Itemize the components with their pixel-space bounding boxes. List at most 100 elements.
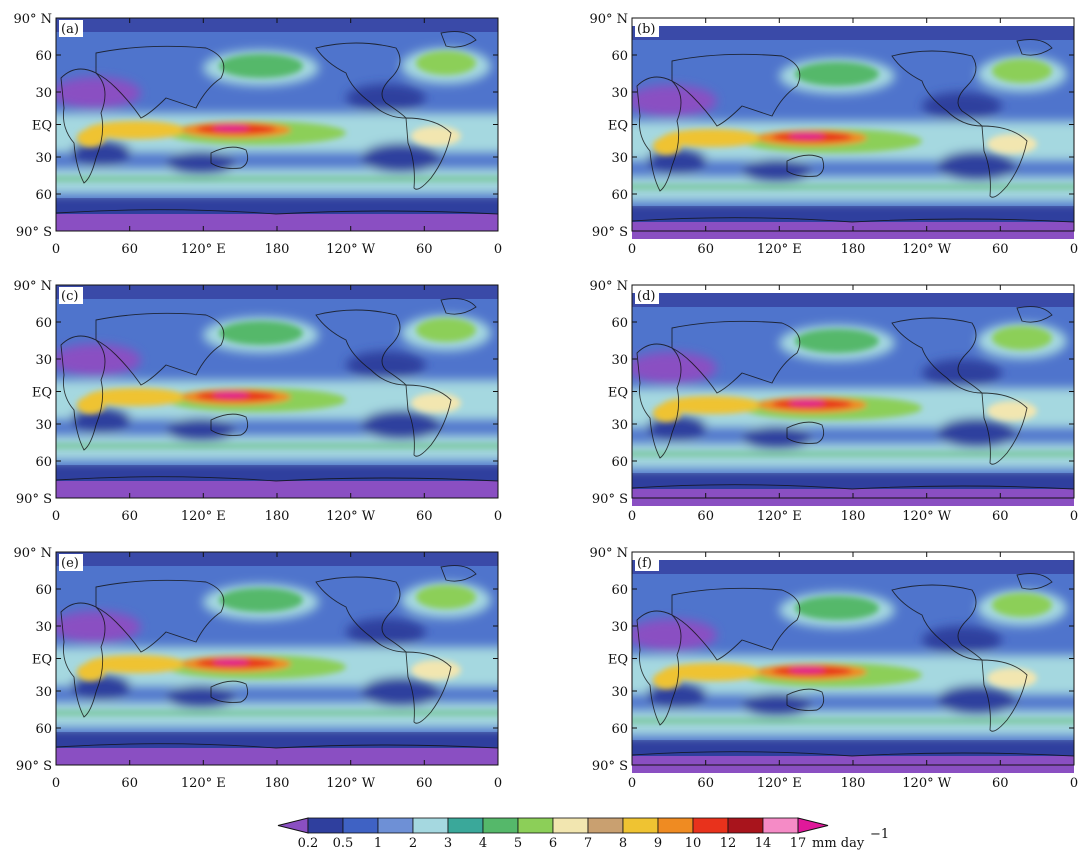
colorbar-segment: [552, 817, 589, 834]
precipitation-field: [56, 285, 498, 498]
lat-tick-label: 30: [611, 353, 628, 368]
colorbar-level-label: 6: [549, 836, 557, 851]
precipitation-field: [56, 18, 498, 231]
lon-tick-label: 60: [121, 242, 138, 257]
lon-tick-label: 120° E: [757, 509, 802, 524]
lat-tick-label: 60: [611, 583, 628, 598]
lat-tick-label: 30: [35, 151, 52, 166]
colorbar-level-label: 9: [654, 836, 662, 851]
lat-tick-label: 90° N: [13, 12, 52, 27]
lon-tick-label: 180: [841, 242, 866, 257]
colorbar-high-arrow: [797, 817, 829, 834]
colorbar-segment: [447, 817, 484, 834]
lat-tick-label: 30: [611, 151, 628, 166]
panel-label-box: [635, 20, 659, 37]
lat-tick-label: EQ: [608, 386, 628, 401]
lat-tick-label: 30: [35, 685, 52, 700]
lat-tick-label: 30: [611, 418, 628, 433]
lat-tick-label: 60: [35, 583, 52, 598]
lat-tick-label: 90° S: [16, 759, 52, 774]
lat-tick-label: 90° N: [589, 546, 628, 561]
lat-tick-label: 90° N: [13, 279, 52, 294]
lon-tick-label: 180: [265, 776, 290, 791]
lon-tick-label: 60: [416, 242, 433, 257]
colorbar-segment: [482, 817, 519, 834]
lat-tick-label: 60: [611, 722, 628, 737]
lat-tick-label: EQ: [608, 119, 628, 134]
lon-tick-label: 0: [628, 509, 636, 524]
panel-label-box: [635, 287, 659, 304]
lon-tick-label: 60: [416, 509, 433, 524]
lat-tick-label: 90° S: [592, 492, 628, 507]
lon-tick-label: 0: [494, 242, 502, 257]
colorbar-level-label: 0.2: [298, 836, 319, 851]
lat-tick-label: 30: [611, 685, 628, 700]
colorbar-segment: [692, 817, 729, 834]
colorbar-segment: [342, 817, 379, 834]
lon-tick-label: 0: [494, 776, 502, 791]
lat-tick-label: 30: [611, 620, 628, 635]
precipitation-field: [56, 552, 498, 765]
panel-label: (e): [61, 556, 79, 571]
lat-tick-label: 90° S: [16, 225, 52, 240]
colorbar-segment: [517, 817, 554, 834]
colorbar-segment: [762, 817, 799, 834]
lon-tick-label: 120° W: [902, 242, 951, 257]
lat-tick-label: 60: [35, 316, 52, 331]
panel-label: (a): [61, 22, 79, 37]
panel-label: (d): [637, 289, 655, 304]
lat-tick-label: 30: [35, 620, 52, 635]
lat-tick-label: 60: [611, 49, 628, 64]
colorbar-level-label: 10: [685, 836, 702, 851]
colorbar-level-label: 12: [720, 836, 737, 851]
panel-label-box: [59, 554, 83, 571]
lon-tick-label: 120° W: [326, 509, 375, 524]
lat-tick-label: 90° S: [592, 759, 628, 774]
colorbar-segment: [377, 817, 414, 834]
colorbar-segment: [307, 817, 344, 834]
lon-tick-label: 0: [1070, 509, 1078, 524]
lat-tick-label: 90° S: [16, 492, 52, 507]
colorbar-unit: mm day: [812, 836, 865, 851]
lat-tick-label: 60: [35, 49, 52, 64]
colorbar-level-label: 4: [479, 836, 487, 851]
colorbar-low-arrow: [277, 817, 309, 834]
colorbar-segment: [727, 817, 764, 834]
lon-tick-label: 60: [121, 776, 138, 791]
lat-tick-label: 60: [35, 188, 52, 203]
lon-tick-label: 120° E: [181, 242, 226, 257]
lon-tick-label: 180: [265, 509, 290, 524]
lon-tick-label: 180: [841, 509, 866, 524]
lon-tick-label: 60: [992, 242, 1009, 257]
panel-label: (c): [61, 289, 78, 304]
colorbar-level-label: 0.5: [333, 836, 354, 851]
lat-tick-label: 60: [35, 455, 52, 470]
lat-tick-label: 30: [35, 86, 52, 101]
lat-tick-label: 60: [611, 455, 628, 470]
lon-tick-label: 0: [1070, 776, 1078, 791]
lat-tick-label: 30: [35, 418, 52, 433]
precipitation-field: [632, 26, 1074, 239]
lon-tick-label: 60: [121, 509, 138, 524]
lat-tick-label: 60: [611, 188, 628, 203]
lat-tick-label: 90° N: [589, 279, 628, 294]
lon-tick-label: 180: [841, 776, 866, 791]
colorbar-level-label: 5: [514, 836, 522, 851]
lon-tick-label: 60: [992, 509, 1009, 524]
lon-tick-label: 120° W: [326, 776, 375, 791]
lon-tick-label: 120° W: [902, 509, 951, 524]
lon-tick-label: 60: [992, 776, 1009, 791]
lon-tick-label: 120° E: [181, 509, 226, 524]
lat-tick-label: 30: [611, 86, 628, 101]
lat-tick-label: 90° S: [592, 225, 628, 240]
panel-label: (b): [637, 22, 655, 37]
lat-tick-label: 60: [611, 316, 628, 331]
lon-tick-label: 120° W: [902, 776, 951, 791]
lon-tick-label: 60: [697, 242, 714, 257]
